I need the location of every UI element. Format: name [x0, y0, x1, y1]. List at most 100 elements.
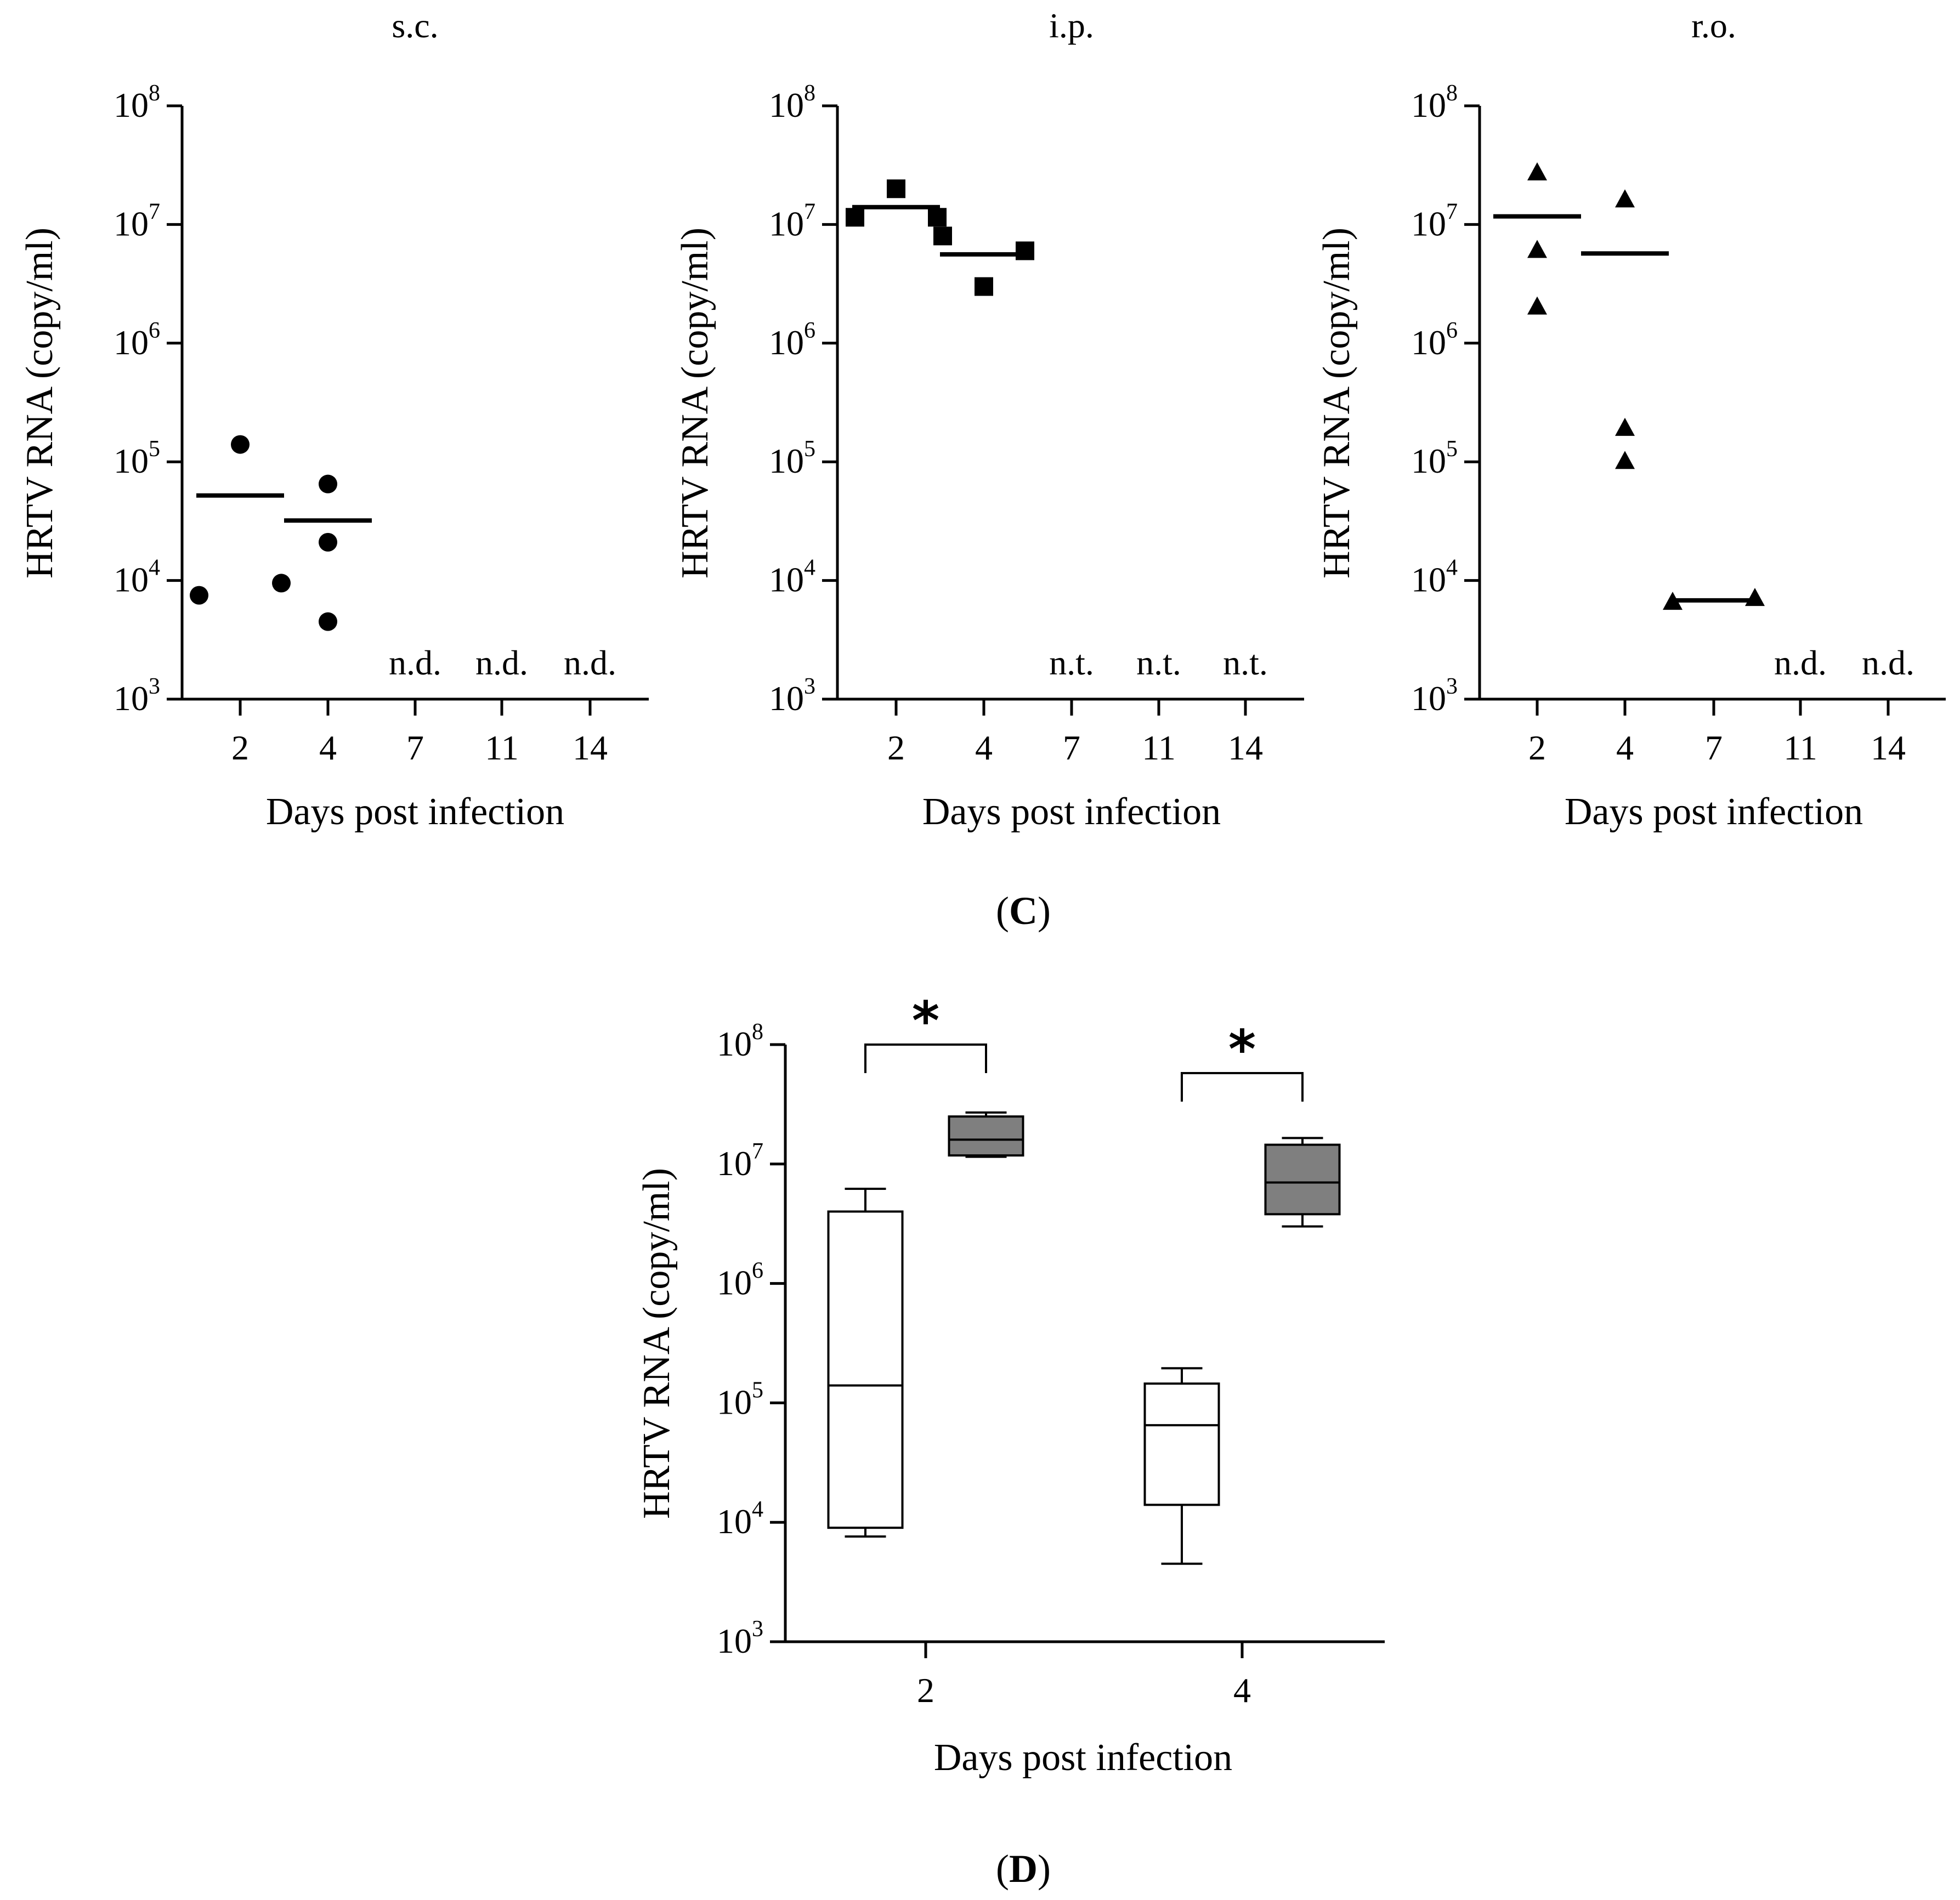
y-tick-label: 106: [114, 318, 160, 362]
box: [948, 1115, 1024, 1157]
chart-box: HRTV RNA (copy/ml) Days post infection 1…: [636, 990, 1385, 1779]
annotation-label: n.d.: [389, 643, 441, 682]
x-tick-label: 2: [1528, 728, 1546, 767]
y-tick-label: 108: [717, 1019, 763, 1063]
data-point: [319, 532, 337, 552]
y-ticks: 103 104 105 106 107 108: [717, 1019, 787, 1660]
y-axis-title: HRTV RNA (copy/ml): [1316, 228, 1358, 578]
data-point: [933, 226, 952, 246]
box: [1264, 1143, 1341, 1216]
data-point: [1615, 451, 1635, 469]
chart-ro: r.o. HRTV RNA (copy/ml) Days post infect…: [1316, 6, 1946, 833]
y-tick-label: 106: [769, 318, 815, 362]
annotation-label: n.t.: [1049, 643, 1094, 682]
data-point: [190, 586, 208, 605]
annotation-label: n.d.: [1862, 643, 1914, 682]
y-axis-title: HRTV RNA (copy/ml): [19, 228, 61, 578]
y-tick-label: 105: [769, 436, 815, 480]
y-tick-label: 106: [1411, 318, 1458, 362]
data-point: [928, 208, 947, 227]
annotation-label: n.d.: [475, 643, 528, 682]
box: [1143, 1382, 1220, 1506]
data-point: [975, 277, 993, 296]
data-point: [319, 474, 337, 494]
panel-label-c: (C): [996, 889, 1051, 933]
x-tick-label: 7: [1705, 728, 1723, 767]
y-ticks: 103 104 105 106 107 108: [1411, 81, 1481, 718]
marks: n.t. n.t. n.t.: [846, 179, 1268, 682]
y-tick-label: 103: [114, 674, 160, 718]
x-tick-label: 4: [975, 728, 993, 767]
x-axis-title: Days post infection: [1565, 791, 1863, 833]
data-point: [887, 179, 905, 198]
x-tick-label: 4: [319, 728, 337, 767]
y-axis-title: HRTV RNA (copy/ml): [674, 228, 716, 578]
annotation-label: n.t.: [1136, 643, 1181, 682]
x-tick-label: 4: [1616, 728, 1634, 767]
marks: n.d. n.d. n.d.: [190, 435, 616, 682]
x-tick-label: 11: [1783, 728, 1817, 767]
y-tick-label: 107: [717, 1139, 763, 1183]
y-tick-label: 108: [1411, 81, 1458, 124]
x-tick-label: 14: [1228, 728, 1263, 767]
y-tick-label: 107: [114, 199, 160, 243]
data-point: [319, 612, 337, 631]
x-tick-label: 2: [231, 728, 249, 767]
annotation-label: n.d.: [1774, 643, 1827, 682]
chart-title: s.c.: [392, 6, 438, 45]
x-tick-label: 14: [573, 728, 608, 767]
chart-sc: s.c. HRTV RNA (copy/ml) Days post infect…: [19, 6, 649, 833]
data-point: [272, 574, 291, 593]
box: [827, 1210, 904, 1529]
y-tick-label: 106: [717, 1258, 763, 1302]
marks: n.d. n.d.: [1493, 162, 1914, 682]
y-ticks: 103 104 105 106 107 108: [769, 81, 839, 718]
x-tick-label: 7: [1063, 728, 1080, 767]
data-point: [1615, 189, 1635, 208]
annotation-label: n.d.: [564, 643, 616, 682]
data-point: [1615, 417, 1635, 436]
chart-title: r.o.: [1691, 6, 1736, 45]
data-point: [1016, 241, 1034, 260]
significance-label: *: [912, 990, 939, 1052]
x-ticks: 2 4 7 11 14: [1479, 697, 1946, 767]
y-tick-label: 104: [717, 1497, 763, 1541]
data-point: [846, 208, 864, 227]
y-ticks: 103 104 105 106 107 108: [114, 81, 184, 718]
chart-title: i.p.: [1049, 6, 1094, 45]
significance-label: *: [1228, 1019, 1256, 1080]
x-ticks: 2 4 7 11 14: [181, 697, 649, 767]
data-point: [1745, 588, 1765, 606]
data-point: [1527, 162, 1547, 181]
x-tick-label: 2: [917, 1671, 934, 1710]
y-tick-label: 105: [717, 1377, 763, 1421]
panel-label-d: (D): [996, 1847, 1051, 1891]
y-tick-label: 103: [1411, 674, 1458, 718]
x-tick-label: 7: [406, 728, 424, 767]
x-axis-title: Days post infection: [934, 1737, 1232, 1779]
significance-bracket: [864, 1043, 987, 1073]
y-tick-label: 108: [114, 81, 160, 124]
x-tick-label: 2: [887, 728, 905, 767]
y-axis-title: HRTV RNA (copy/ml): [636, 1168, 678, 1519]
x-ticks: 2 4 7 11 14: [836, 697, 1304, 767]
x-tick-label: 11: [1142, 728, 1176, 767]
x-axis-title: Days post infection: [922, 791, 1221, 833]
y-tick-label: 107: [769, 199, 815, 243]
marks: * *: [827, 990, 1341, 1565]
chart-ip: i.p. HRTV RNA (copy/ml) Days post infect…: [674, 6, 1304, 833]
x-tick-label: 4: [1233, 1671, 1251, 1710]
y-tick-label: 105: [1411, 436, 1458, 480]
data-point: [231, 435, 250, 454]
significance-bracket: [1181, 1072, 1304, 1102]
y-tick-label: 104: [1411, 555, 1458, 599]
y-tick-label: 107: [1411, 199, 1458, 243]
data-point: [1527, 296, 1547, 315]
annotation-label: n.t.: [1223, 643, 1268, 682]
data-point: [1527, 240, 1547, 258]
y-tick-label: 103: [717, 1617, 763, 1660]
x-tick-label: 14: [1871, 728, 1906, 767]
x-tick-label: 11: [485, 728, 519, 767]
